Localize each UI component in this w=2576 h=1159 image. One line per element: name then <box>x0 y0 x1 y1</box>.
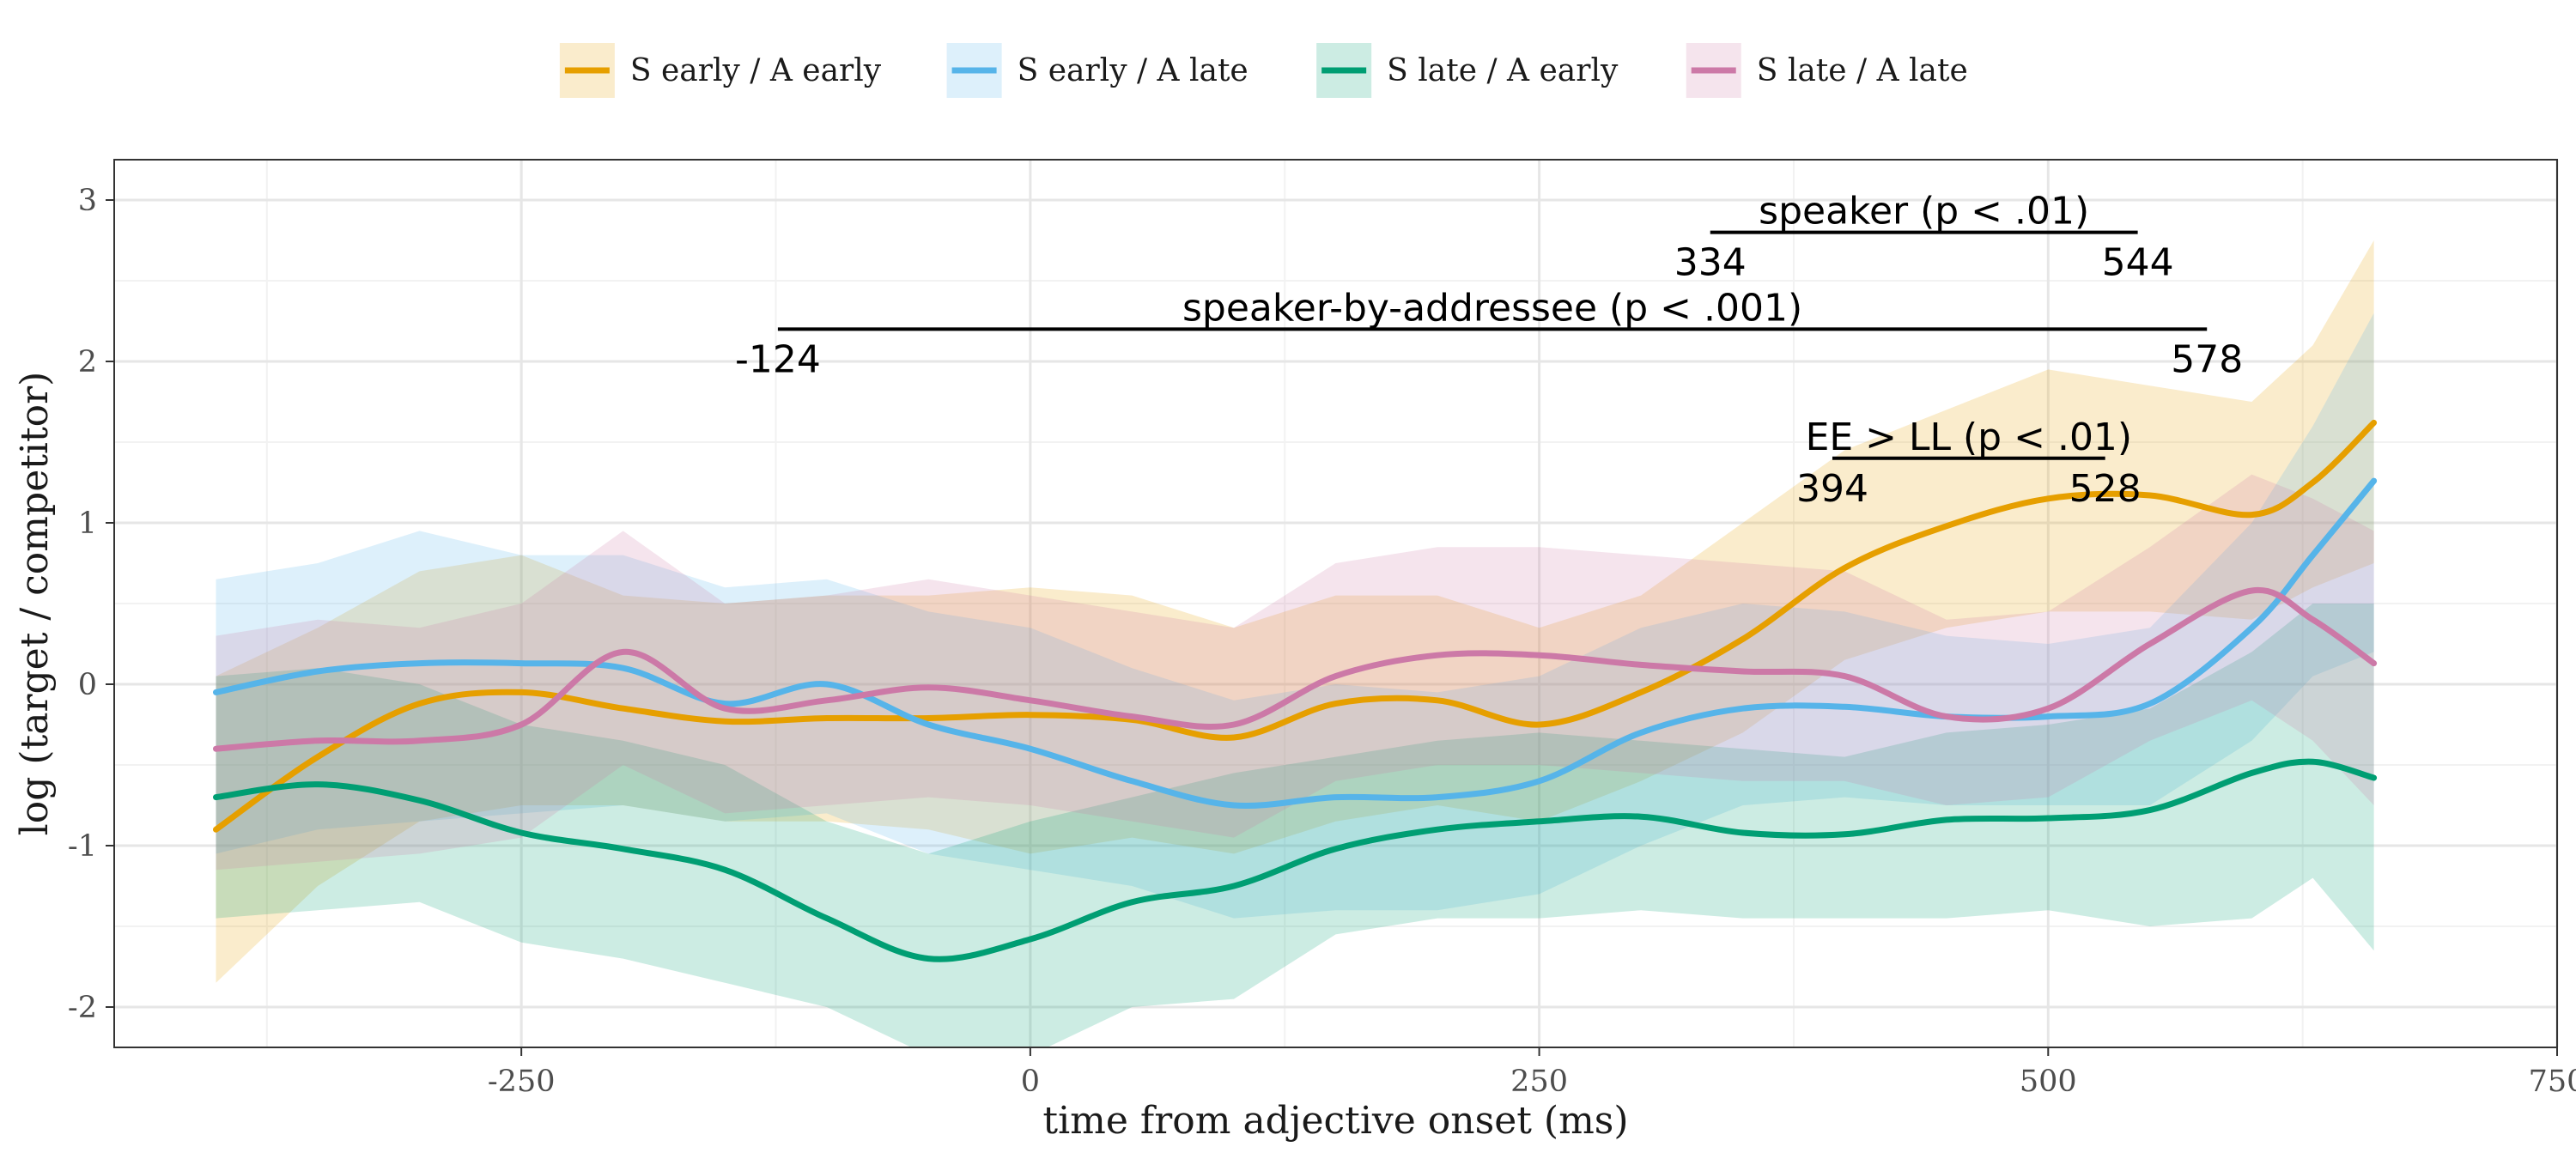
legend-item: S late / A early <box>1316 43 1619 98</box>
y-tick-label: 0 <box>78 668 97 702</box>
legend-label: S late / A late <box>1757 53 1968 88</box>
annotation-label: EE > LL (p < .01) <box>1806 416 2133 459</box>
x-tick-label: 250 <box>1510 1065 1568 1099</box>
legend-label: S early / A early <box>630 53 882 88</box>
y-tick-label: -2 <box>68 991 97 1025</box>
y-tick-label: 2 <box>78 345 97 379</box>
legend-item: S late / A late <box>1686 43 1968 98</box>
legend: S early / A early S early / A late S late … <box>559 43 1968 98</box>
annotation-label: speaker-by-addressee (p < .001) <box>1182 286 1802 330</box>
series-line-3 <box>213 586 2378 752</box>
annotation-label: speaker (p < .01) <box>1759 190 2089 234</box>
annotation-start-label: -124 <box>735 337 821 381</box>
series-line-0 <box>213 419 2378 833</box>
ribbon-1 <box>216 313 2374 919</box>
y-tick-label: 3 <box>78 184 97 218</box>
series-lines <box>213 419 2378 962</box>
legend-label: S late / A early <box>1387 53 1619 88</box>
x-tick-label: 750 <box>2529 1065 2576 1099</box>
y-axis-label: log (target / competitor) <box>13 372 57 836</box>
plot-panel: speaker (p < .01) 334 544 speaker-by-addres… <box>68 159 2576 1099</box>
y-tick-label: -1 <box>68 829 97 864</box>
y-tick-label: 1 <box>78 507 97 541</box>
grid <box>114 160 2559 1047</box>
annotation-end-label: 578 <box>2171 337 2243 381</box>
legend-label: S early / A late <box>1018 53 1249 88</box>
x-tick-label: 500 <box>2020 1065 2077 1099</box>
series-line-1 <box>213 477 2378 810</box>
annotation-end-label: 528 <box>2069 467 2142 511</box>
legend-item: S early / A early <box>559 43 882 98</box>
x-tick-label: 0 <box>1021 1065 1040 1099</box>
x-tick-label: -250 <box>488 1065 556 1099</box>
axes: -250 0 250 500 750 -2 -1 0 1 2 3 <box>68 184 2576 1099</box>
annotation-start-label: 334 <box>1674 241 1747 285</box>
legend-item: S early / A late <box>946 43 1249 98</box>
ribbon-0 <box>216 240 2374 983</box>
series-line-2 <box>213 758 2378 962</box>
annotation-start-label: 394 <box>1796 467 1868 511</box>
x-axis-label: time from adjective onset (ms) <box>1042 1099 1628 1143</box>
ribbon-2 <box>216 604 2374 1047</box>
annotations: speaker (p < .01) 334 544 speaker-by-addres… <box>735 190 2243 511</box>
annotation-end-label: 544 <box>2102 241 2174 285</box>
panel-border <box>113 159 2558 1048</box>
